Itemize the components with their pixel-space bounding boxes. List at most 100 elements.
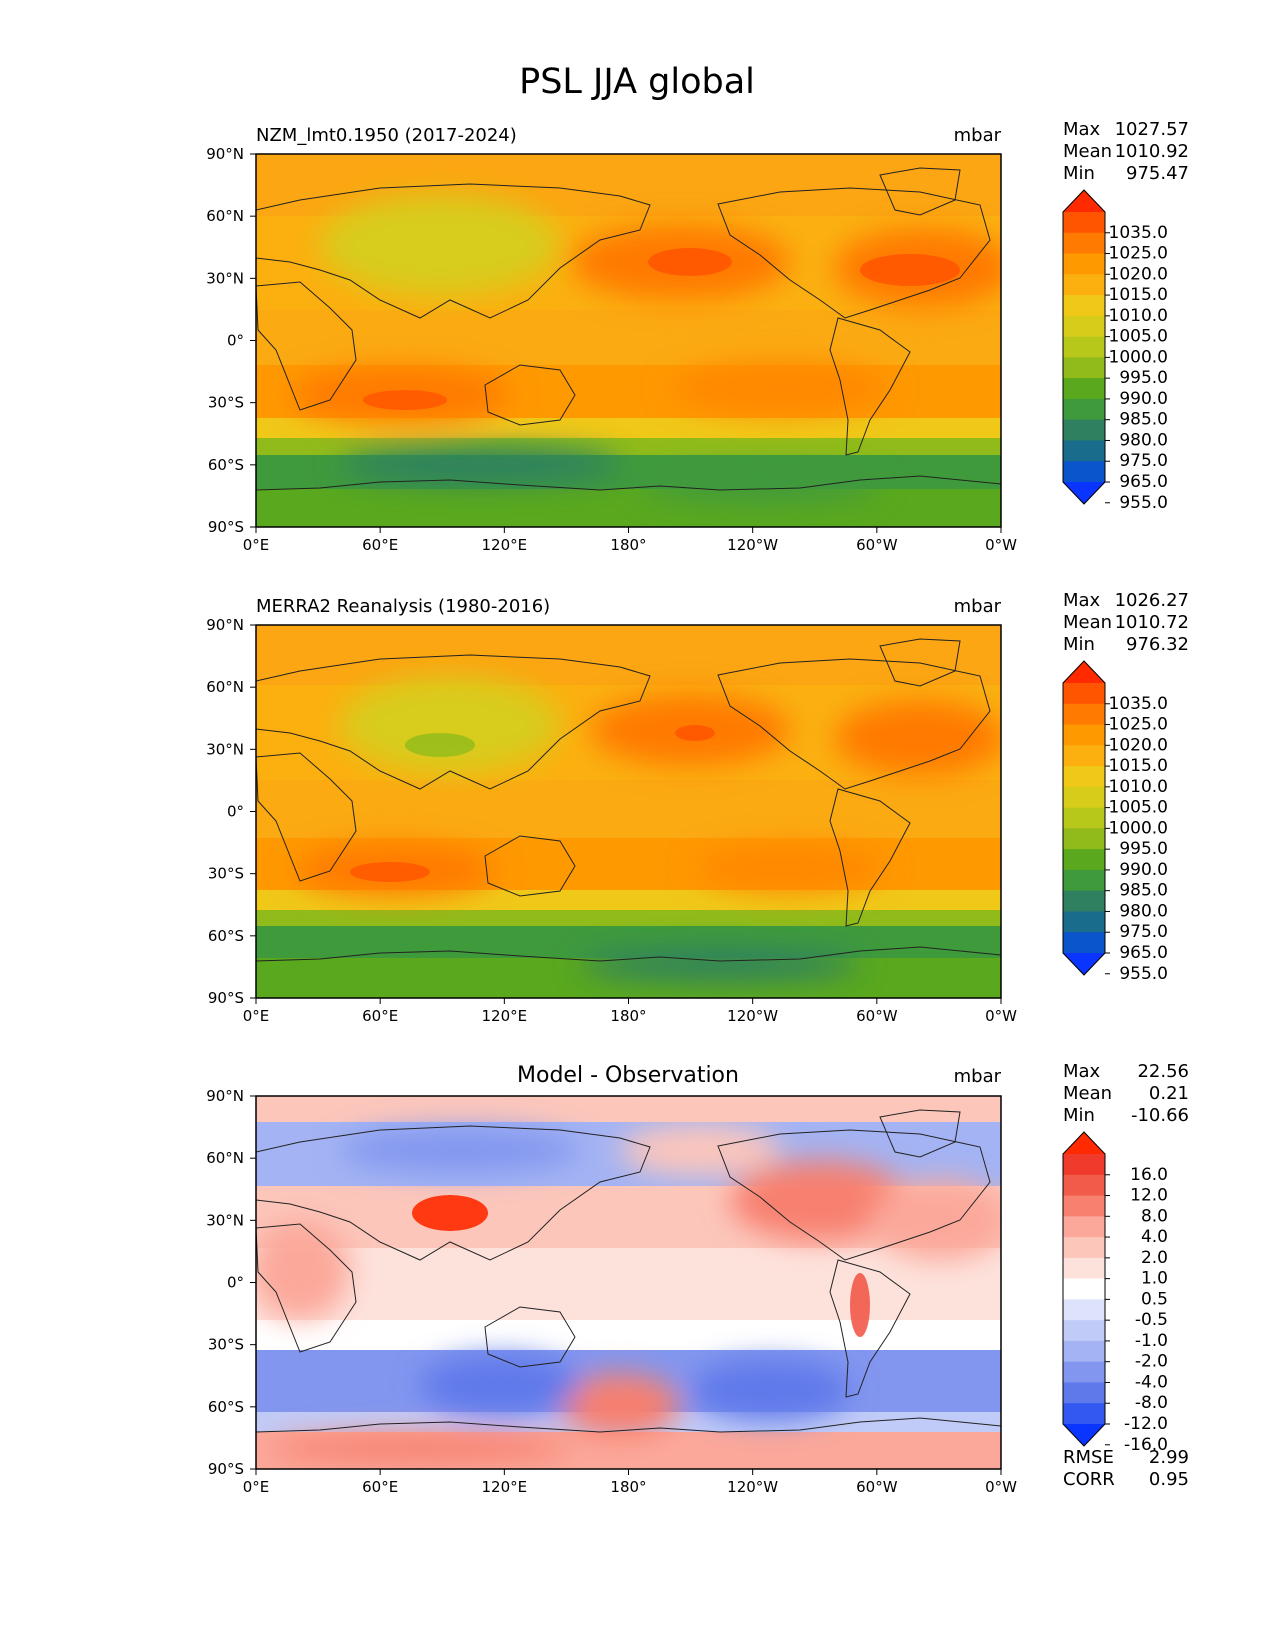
stat-value-max: 1027.57: [1115, 119, 1189, 140]
colorbar-label: 985.0: [1119, 881, 1168, 901]
feature-south-indian: [420, 1355, 580, 1415]
colorbar-label: 965.0: [1119, 472, 1168, 492]
panel-reanalysis: MERRA2 Reanalysis (1980-2016) mbar: [206, 590, 1189, 1025]
map-field: [256, 625, 1001, 998]
y-tick-label: 30°N: [206, 269, 244, 287]
colorbar-label: 0.5: [1141, 1289, 1168, 1309]
stat-label-corr: CORR: [1063, 1469, 1115, 1490]
colorbar-label: 1005.0: [1109, 798, 1168, 818]
stat-value-max: 1026.27: [1115, 590, 1189, 611]
colorbar-segment: [1063, 932, 1105, 954]
colorbar-extend-max: [1063, 190, 1105, 212]
colorbar-segment: [1063, 232, 1105, 255]
colorbar-label: 990.0: [1119, 389, 1168, 409]
colorbar-label: 1035.0: [1109, 694, 1168, 714]
colorbar-label: 8.0: [1141, 1206, 1168, 1226]
y-tick-label: 30°N: [206, 1211, 244, 1229]
x-tick-label: 0°W: [985, 536, 1017, 554]
colorbar-segment: [1063, 1299, 1105, 1321]
feature-southern-trough: [340, 447, 620, 483]
colorbar-segment: [1063, 683, 1105, 705]
colorbar-extend-min: [1063, 1424, 1105, 1446]
y-tick-label: 0°: [227, 1274, 244, 1292]
colorbar-extend-min: [1063, 953, 1105, 975]
coast-south-america: [829, 788, 911, 927]
x-tick-label: 60°E: [362, 1007, 398, 1025]
colorbar-segment: [1063, 315, 1105, 338]
coast-antarctica: [256, 946, 1001, 962]
colorbar-segment: [1063, 253, 1105, 275]
colorbar-segment: [1063, 398, 1105, 421]
colorbar-segment: [1063, 1154, 1105, 1176]
y-tick-label: 60°N: [206, 678, 244, 696]
colorbar-segment: [1063, 911, 1105, 933]
feature-indian-high-core: [350, 862, 430, 882]
coast-north-america: [717, 187, 991, 319]
coastlines: [256, 1109, 1001, 1433]
colorbar-segment: [1063, 849, 1105, 871]
colorbar-label: 1010.0: [1109, 777, 1168, 797]
x-tick-label: 180°: [610, 536, 646, 554]
x-tick-label: 60°E: [362, 536, 398, 554]
colorbar-segment: [1063, 295, 1105, 317]
y-tick-label: 90°N: [206, 145, 244, 163]
colorbar-label: -0.5: [1135, 1310, 1168, 1330]
panel-difference: Model - Observation mbar: [206, 1061, 1189, 1496]
feature-southern-pacific: [690, 1360, 850, 1420]
axes: 0°E 60°E 120°E 180° 120°W 60°W 0°W 90°N 60°N 30°N…: [206, 1087, 1017, 1496]
map-field: [256, 1096, 1001, 1469]
stat-label-mean: Mean: [1063, 612, 1112, 633]
colorbar-label: 980.0: [1119, 901, 1168, 921]
x-tick-label: 60°W: [856, 1007, 898, 1025]
coast-eurasia: [256, 654, 651, 790]
colorbar-segment: [1063, 1340, 1105, 1363]
panel-units: mbar: [954, 125, 1002, 146]
colorbar-segment: [1063, 336, 1105, 358]
x-tick-label: 120°W: [727, 1007, 778, 1025]
band-north-polar: [256, 1096, 1001, 1122]
stat-label-min: Min: [1063, 634, 1095, 655]
colorbar-label: 990.0: [1119, 860, 1168, 880]
panel-model: NZM_lmt0.1950 (2017-2024) mbar: [206, 119, 1189, 554]
colorbar-segment: [1063, 703, 1105, 726]
colorbar-label: 1.0: [1141, 1269, 1168, 1289]
coast-south-america: [829, 1259, 911, 1398]
feature-north-pacific: [620, 1124, 780, 1176]
x-tick-label: 120°E: [482, 1007, 528, 1025]
colorbar-segment: [1063, 766, 1105, 788]
feature-azores-high: [835, 700, 1001, 776]
band-tropics: [256, 1248, 1001, 1320]
band-midlat-south: [256, 418, 1001, 440]
colorbar-segment: [1063, 828, 1105, 850]
coast-australia: [484, 1306, 576, 1368]
y-tick-label: 60°S: [208, 927, 244, 945]
stat-label-max: Max: [1063, 119, 1101, 140]
x-tick-label: 60°W: [856, 536, 898, 554]
y-tick-label: 90°S: [208, 518, 244, 536]
stats: Max 22.56 Mean 0.21 Min -10.66 RMSE 2.99…: [1063, 1061, 1189, 1490]
feature-south-pacific: [560, 1373, 680, 1437]
panel-title: NZM_lmt0.1950 (2017-2024): [256, 125, 517, 146]
colorbar-label: 965.0: [1119, 943, 1168, 963]
panel-title: Model - Observation: [517, 1063, 739, 1088]
y-tick-label: 30°S: [208, 865, 244, 883]
colorbar-label: 1020.0: [1109, 735, 1168, 755]
colorbar-label: -16.0: [1124, 1435, 1168, 1455]
colorbar: 16.012.08.04.02.01.00.5-0.5-1.0-2.0-4.0-…: [1062, 1131, 1168, 1455]
coastlines: [256, 167, 1001, 491]
band-north-polar: [256, 625, 1001, 685]
colorbar-segment: [1063, 745, 1105, 767]
feature-indian-high-core: [363, 390, 447, 410]
colorbar-label: 1015.0: [1109, 285, 1168, 305]
colorbar-segment: [1063, 212, 1105, 234]
feature-tibet-plateau: [412, 1195, 488, 1231]
colorbar-segment: [1063, 1257, 1105, 1280]
stats: Max 1026.27 Mean 1010.72 Min 976.32: [1063, 590, 1189, 655]
feature-asian-low: [340, 677, 560, 773]
coast-africa: [256, 752, 357, 882]
stat-value-min: 975.47: [1126, 163, 1189, 184]
x-tick-label: 0°E: [243, 1007, 270, 1025]
stat-value-mean: 1010.72: [1115, 612, 1189, 633]
colorbar-label: 1000.0: [1109, 818, 1168, 838]
coast-eurasia: [256, 1125, 651, 1261]
